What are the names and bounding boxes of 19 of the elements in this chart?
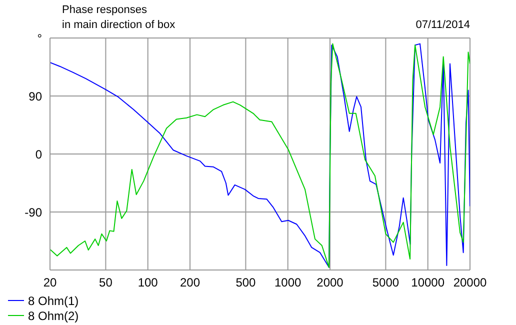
x-tick-label: 1000 <box>274 276 302 290</box>
x-tick-label: 50 <box>99 276 113 290</box>
y-tick-label: -90 <box>24 205 42 220</box>
y-tick-label: 0 <box>35 147 42 162</box>
x-tick-label: 20000 <box>453 276 488 290</box>
chart-subtitle: in main direction of box <box>62 19 176 31</box>
x-tick-label: 100 <box>138 276 158 290</box>
x-tick-label: 200 <box>180 276 200 290</box>
chart-title: Phase responses <box>62 4 147 16</box>
x-tick-label: 5000 <box>372 276 400 290</box>
x-tick-label: 10000 <box>411 276 445 290</box>
legend-label: 8 Ohm(1) <box>28 294 79 308</box>
y-tick-label: ° <box>37 31 42 46</box>
x-tick-label: 20 <box>43 276 57 290</box>
x-tick-label: 500 <box>236 276 256 290</box>
x-tick-label: 2000 <box>316 276 344 290</box>
legend-label: 8 Ohm(2) <box>28 308 79 322</box>
y-tick-label: 90 <box>28 89 42 104</box>
text: 07/11/2014 <box>416 19 470 31</box>
